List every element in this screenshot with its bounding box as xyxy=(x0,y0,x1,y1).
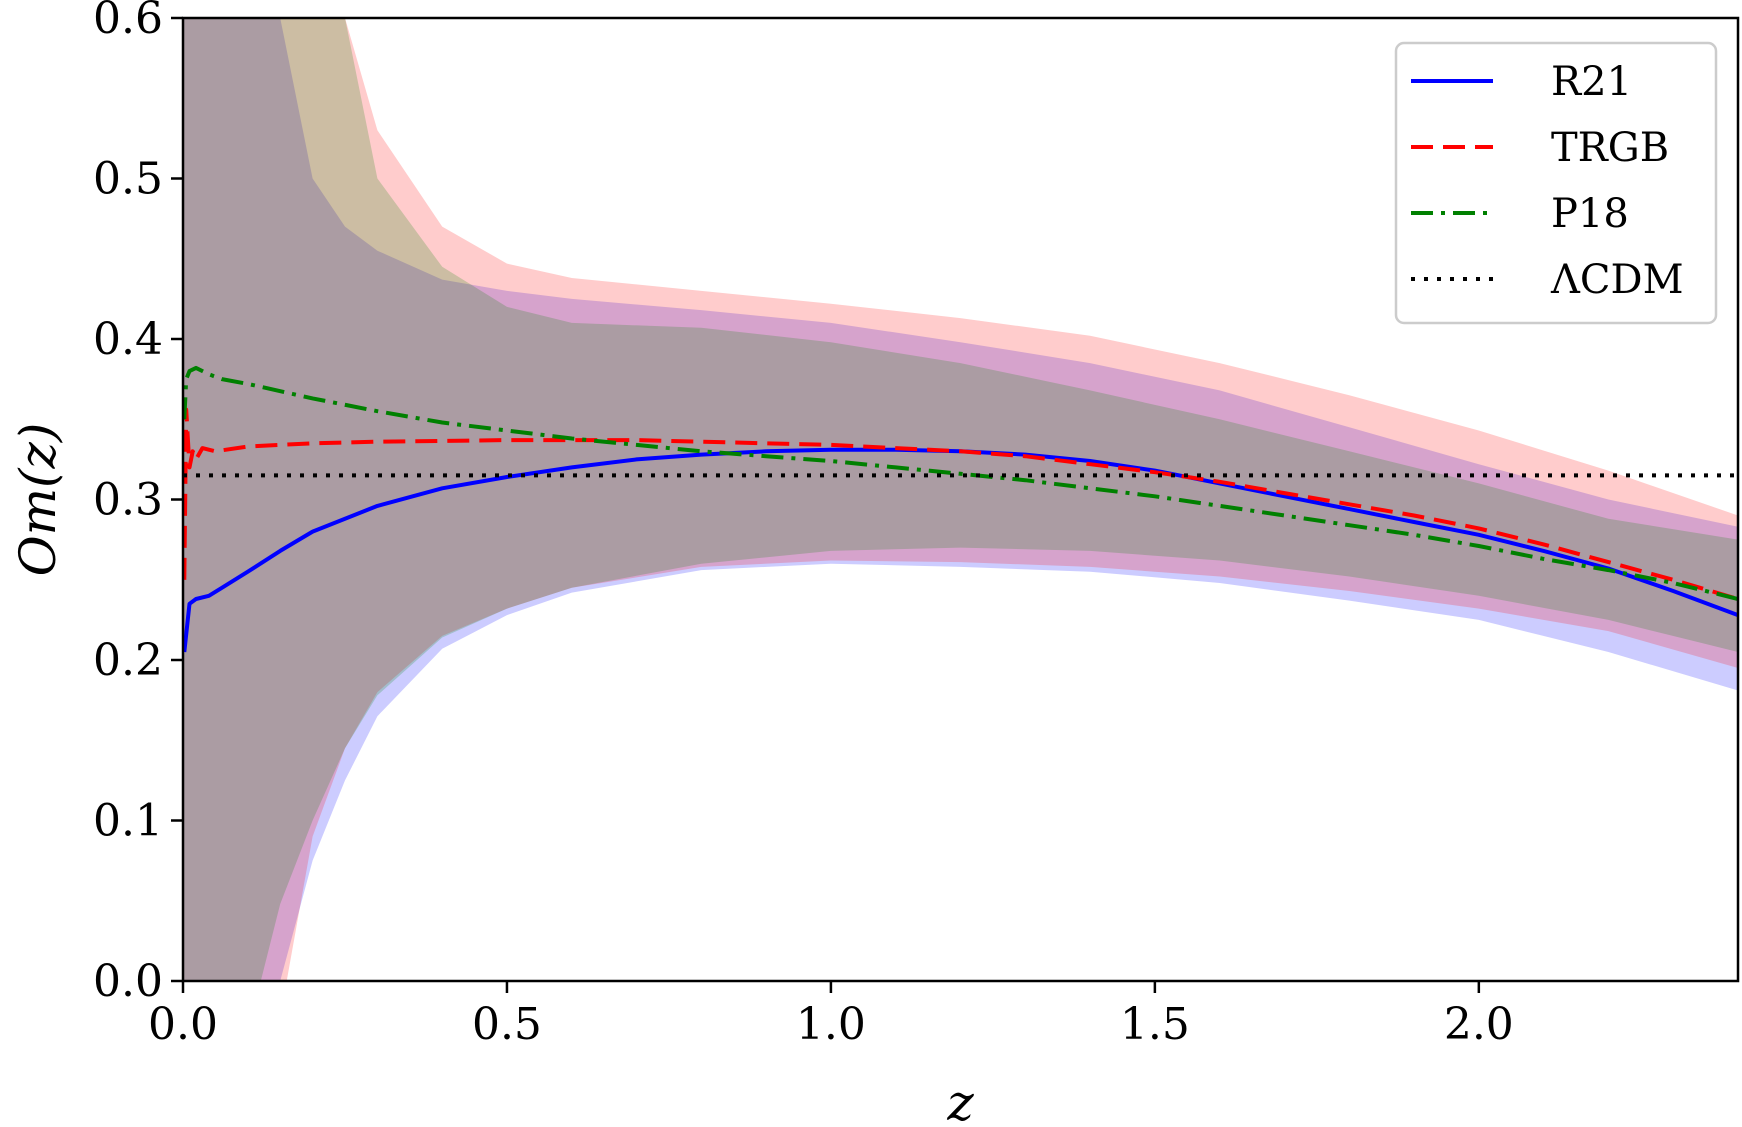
series-line-r21 xyxy=(183,447,1738,653)
legend-box xyxy=(1394,41,1718,325)
series-line-trgb xyxy=(183,407,1738,601)
x-tick-label: 1.0 xyxy=(796,999,866,1050)
x-tick-label: 2.0 xyxy=(1444,999,1514,1050)
y-tick-label: 0.5 xyxy=(93,154,163,205)
band-r21 xyxy=(183,18,1738,981)
legend-label: TRGB xyxy=(1551,125,1669,171)
band-p18 xyxy=(183,18,1738,981)
band-trgb xyxy=(183,18,1738,981)
y-axis-label: Om(z) xyxy=(9,423,67,577)
y-tick-label: 0.0 xyxy=(93,956,163,1007)
legend-label: ΛCDM xyxy=(1550,257,1684,303)
y-tick-label: 0.2 xyxy=(93,635,163,686)
series-lines xyxy=(183,365,1738,653)
x-tick-label: 0.0 xyxy=(148,999,218,1050)
axes: 0.0 0.5 1.0 1.5 2.0 0.0 0.1 0.2 0.3 0.4 0.5 0.6 z Om(… xyxy=(9,0,1740,1127)
legend: R21 TRGB P18 ΛCDM xyxy=(1394,41,1718,325)
legend-label: P18 xyxy=(1551,191,1629,237)
legend-label: R21 xyxy=(1551,59,1632,105)
y-tick-label: 0.3 xyxy=(93,475,163,526)
x-axis-label: z xyxy=(946,1074,974,1127)
x-tick-label: 0.5 xyxy=(472,999,542,1050)
x-tick-label: 1.5 xyxy=(1120,999,1190,1050)
confidence-bands xyxy=(183,18,1738,981)
y-tick-label: 0.4 xyxy=(93,314,163,365)
y-tick-label: 0.1 xyxy=(93,796,163,847)
y-tick-label: 0.6 xyxy=(93,0,163,44)
